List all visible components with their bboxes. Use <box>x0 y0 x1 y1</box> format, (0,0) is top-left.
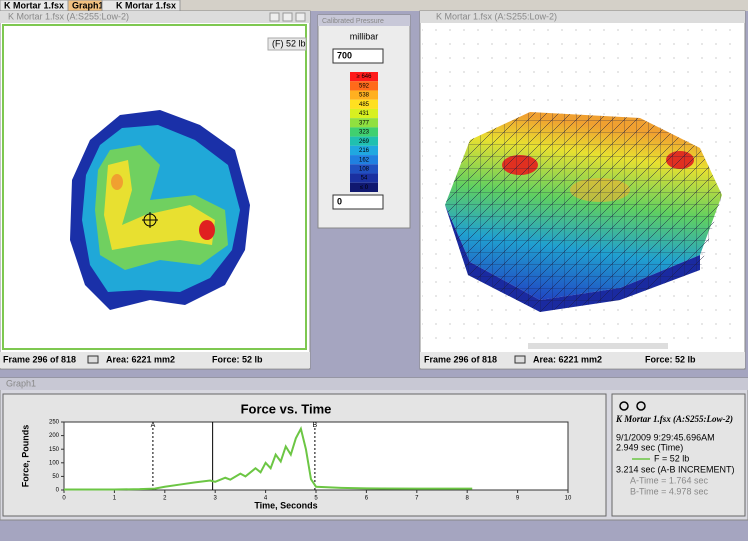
scrollbar[interactable] <box>528 343 668 349</box>
status-text: Frame 296 of 818 <box>424 354 497 364</box>
x-tick-label: 3 <box>214 496 218 502</box>
status-text: Frame 296 of 818 <box>3 354 76 364</box>
x-axis-label: Time, Seconds <box>254 500 317 510</box>
scale-label: ≤ 0 <box>360 185 369 191</box>
x-tick-label: 0 <box>62 496 66 502</box>
scale-label: 108 <box>359 167 370 173</box>
info-text: B-Time = 4.978 sec <box>630 486 708 496</box>
surface-3d <box>445 112 722 312</box>
title-bar <box>318 15 410 26</box>
status-text: Force: 52 lb <box>645 354 696 364</box>
tab-label[interactable]: K Mortar 1.fsx <box>116 0 176 10</box>
scale-swatch <box>350 145 378 156</box>
info-text: A-Time = 1.764 sec <box>630 475 708 485</box>
scale-label: ≥ 646 <box>357 74 373 80</box>
scale-swatch <box>350 81 378 91</box>
scale-swatch <box>350 136 378 146</box>
minimize-button[interactable] <box>269 12 280 22</box>
scale-label: 162 <box>359 157 370 163</box>
y-tick-label: 100 <box>49 460 60 466</box>
scale-swatch <box>350 182 378 192</box>
tab-label[interactable]: Graph1 <box>72 0 104 10</box>
y-tick-label: 250 <box>49 420 60 426</box>
status-text: Area: 6221 mm2 <box>106 354 175 364</box>
window-title: K Mortar 1.fsx (A:S255:Low-2) <box>8 11 129 21</box>
x-tick-label: 1 <box>113 496 117 502</box>
heatmap <box>70 110 250 310</box>
info-text: 9/1/2009 9:29:45.696AM <box>616 432 715 442</box>
status-bar <box>0 352 310 368</box>
y-tick-label: 150 <box>49 447 60 453</box>
y-tick-label: 50 <box>52 474 59 480</box>
y-tick-label: 200 <box>49 433 60 439</box>
x-tick-label: 10 <box>565 496 572 502</box>
badge-text: (F) 52 lb <box>272 38 306 48</box>
x-tick-label: 4 <box>264 496 268 502</box>
icon <box>87 355 99 364</box>
scale-swatch <box>350 173 378 183</box>
min-input[interactable] <box>332 194 384 210</box>
scale-swatch <box>350 90 378 100</box>
scale-label: 54 <box>361 176 368 182</box>
scale-swatch <box>350 108 378 119</box>
tab-label[interactable]: K Mortar 1.fsx <box>4 0 64 10</box>
badge <box>267 37 307 51</box>
window-title: K Mortar 1.fsx (A:S255:Low-2) <box>436 11 557 21</box>
scale-swatch <box>350 118 378 128</box>
title-bar <box>420 11 745 23</box>
x-tick-label: 9 <box>516 496 520 502</box>
x-tick-label: 7 <box>415 496 419 502</box>
zoom-in[interactable] <box>619 401 629 411</box>
status-text: Force: 52 lb <box>212 354 263 364</box>
maximize-button[interactable] <box>282 12 293 22</box>
tab-bar <box>0 0 748 11</box>
scale-label: 323 <box>359 130 370 136</box>
scale-label: 269 <box>359 139 370 145</box>
info-panel <box>611 393 746 517</box>
y-tick-label: 0 <box>56 488 60 494</box>
title-bar <box>0 11 310 23</box>
palette-title: Calibrated Pressure <box>322 18 384 25</box>
scale-swatch <box>350 127 378 137</box>
plot-area <box>63 421 569 491</box>
scale-label: 592 <box>359 83 370 89</box>
scale-swatch <box>350 164 378 174</box>
scale-label: 538 <box>359 93 370 99</box>
legend-label: F = 52 lb <box>654 453 689 463</box>
icon <box>514 355 526 364</box>
info-text: 3.214 sec (A-B INCREMENT) <box>616 464 735 474</box>
marker-label: B <box>313 422 318 429</box>
scale-swatch <box>350 72 378 82</box>
title-bar <box>0 378 748 390</box>
min-input-text[interactable]: 0 <box>337 196 342 206</box>
marker-label: A <box>151 422 156 429</box>
window-title: Graph1 <box>6 378 36 388</box>
close-button[interactable] <box>295 12 306 22</box>
scale-label: 485 <box>359 102 370 108</box>
max-input[interactable] <box>332 48 384 64</box>
scale-swatch <box>350 155 378 165</box>
x-tick-label: 6 <box>365 496 369 502</box>
status-text: Area: 6221 mm2 <box>533 354 602 364</box>
scale-label: 431 <box>359 111 370 117</box>
data-line <box>64 426 473 491</box>
scale-label: 377 <box>359 120 370 126</box>
max-input-text[interactable]: 700 <box>337 50 352 60</box>
status-bar <box>420 352 745 368</box>
x-tick-label: 2 <box>163 496 167 502</box>
x-tick-label: 5 <box>314 496 318 502</box>
chart-title: Force vs. Time <box>241 401 332 416</box>
unit-label: millibar <box>350 31 379 41</box>
zoom-out[interactable] <box>636 401 646 411</box>
info-text: 2.949 sec (Time) <box>616 442 683 452</box>
scale-swatch <box>350 99 378 109</box>
info-text: K Mortar 1.fsx (A:S255:Low-2) <box>615 414 733 424</box>
y-axis-label: Force, Pounds <box>20 425 30 488</box>
x-tick-label: 8 <box>466 496 470 502</box>
scale-label: 216 <box>359 148 370 154</box>
